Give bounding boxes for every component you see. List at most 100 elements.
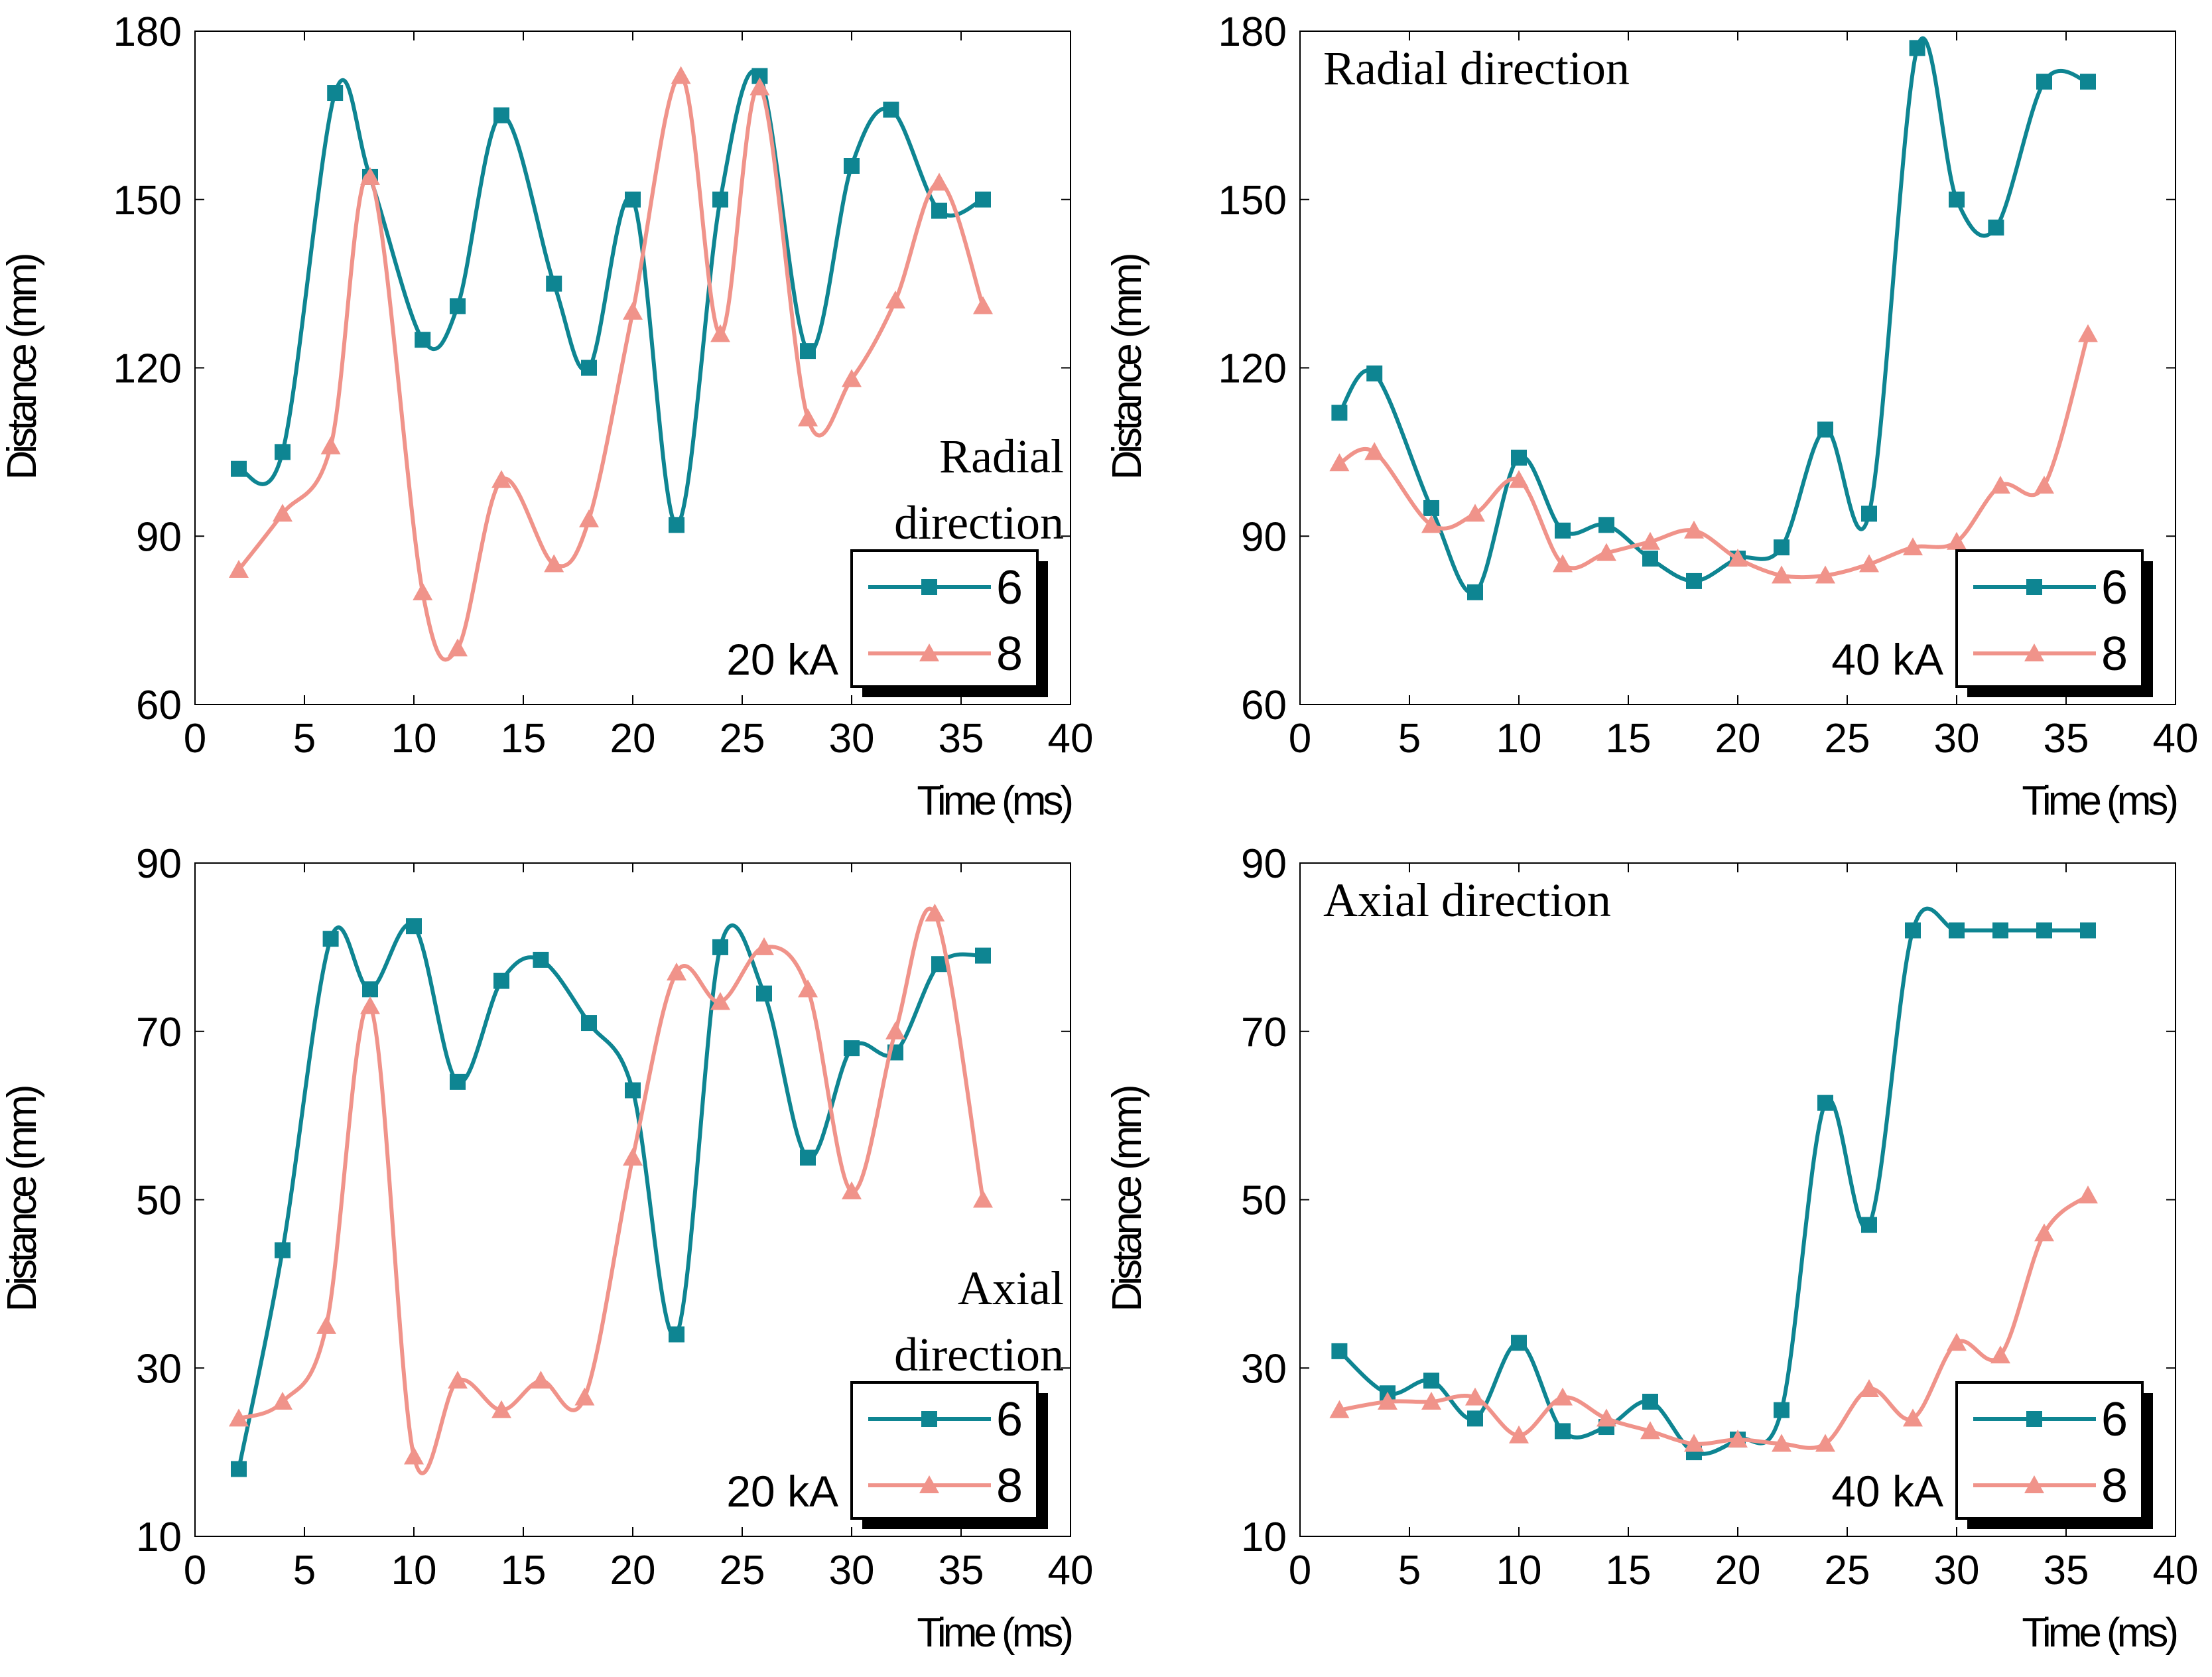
legend-marker-8 — [919, 1475, 939, 1493]
data-point-series-8 — [273, 503, 293, 522]
y-tick-label: 150 — [1218, 178, 1287, 224]
data-point-series-8 — [842, 369, 862, 387]
data-point-series-8 — [1859, 1378, 1879, 1397]
x-tick-label: 40 — [1048, 716, 1094, 762]
data-point-series-8 — [1772, 565, 1791, 584]
legend-box — [850, 1381, 1039, 1520]
y-axis-label: Distance (mm) — [1104, 1087, 1150, 1311]
data-point-series-8 — [798, 408, 818, 427]
x-tick-label: 5 — [293, 716, 316, 762]
x-tick-label: 10 — [391, 716, 437, 762]
y-tick-label: 90 — [136, 514, 182, 560]
legend-marker-8 — [2024, 1475, 2044, 1493]
data-point-series-8 — [1421, 515, 1441, 533]
x-tick-label: 25 — [720, 716, 765, 762]
data-point-series-6 — [362, 981, 378, 998]
y-tick-label: 60 — [1241, 683, 1287, 728]
data-point-series-6 — [1555, 522, 1571, 539]
data-point-series-6 — [883, 101, 899, 118]
x-tick-label: 40 — [1048, 1548, 1094, 1593]
panel-title: Radial direction — [1323, 42, 1630, 95]
panel-title: Axial direction — [1323, 874, 1611, 927]
data-point-series-8 — [623, 301, 643, 320]
data-point-series-8 — [1640, 1421, 1660, 1440]
data-point-series-6 — [1642, 1394, 1658, 1410]
data-point-series-6 — [844, 158, 860, 174]
data-point-series-6 — [1331, 1343, 1348, 1359]
data-point-series-8 — [1947, 531, 1967, 550]
data-point-series-8 — [1990, 1345, 2010, 1364]
data-point-series-8 — [2034, 1223, 2054, 1242]
x-tick-label: 0 — [1289, 1548, 1311, 1593]
data-point-series-6 — [1467, 1410, 1483, 1427]
data-point-series-6 — [1817, 421, 1833, 438]
x-tick-label: 10 — [1496, 1548, 1542, 1593]
legend-label-8: 8 — [2101, 628, 2128, 681]
y-tick-label: 70 — [1241, 1010, 1287, 1055]
legend-label-8: 8 — [2101, 1459, 2128, 1512]
y-tick-label: 60 — [136, 683, 182, 728]
y-tick-label: 90 — [136, 841, 182, 887]
legend-marker-6 — [2026, 579, 2042, 595]
data-point-series-6 — [712, 191, 728, 208]
data-point-series-8 — [1990, 476, 2010, 494]
x-tick-label: 10 — [1496, 716, 1542, 762]
data-point-series-6 — [669, 1326, 684, 1343]
data-point-series-8 — [1553, 554, 1573, 572]
y-tick-label: 90 — [1241, 841, 1287, 887]
x-tick-label: 30 — [1934, 716, 1980, 762]
data-point-series-8 — [1903, 1408, 1923, 1427]
data-point-series-8 — [2034, 476, 2054, 494]
data-point-series-6 — [581, 1015, 597, 1032]
x-tick-label: 35 — [939, 716, 984, 762]
data-point-series-6 — [2080, 922, 2096, 939]
data-point-series-8 — [360, 167, 380, 185]
data-point-series-6 — [1511, 1335, 1527, 1351]
y-tick-label: 50 — [136, 1178, 182, 1224]
data-point-series-6 — [406, 918, 422, 935]
x-tick-label: 25 — [720, 1548, 765, 1593]
data-point-series-6 — [1467, 584, 1483, 600]
data-point-series-6 — [1642, 551, 1658, 567]
legend-marker-6 — [921, 1411, 937, 1427]
data-point-series-8 — [360, 996, 380, 1014]
data-point-series-6 — [1774, 1402, 1789, 1418]
data-point-series-8 — [671, 66, 691, 84]
y-axis-label: Distance (mm) — [0, 255, 45, 480]
x-axis-label: Time (ms) — [2022, 778, 2176, 824]
data-point-series-8 — [1684, 520, 1704, 539]
chart-panel-top-right: 0 5 10 15 20 25 30 35 40 60 90 120 150 180 Time (ms) Di… — [1104, 9, 2198, 824]
x-tick-label: 25 — [1825, 716, 1870, 762]
data-point-series-6 — [1331, 405, 1348, 421]
x-axis-label: Time (ms) — [2022, 1610, 2176, 1656]
data-point-series-8 — [1509, 1425, 1529, 1443]
data-point-series-8 — [229, 560, 249, 578]
x-tick-label: 5 — [1398, 1548, 1421, 1593]
data-point-series-8 — [1364, 442, 1385, 460]
data-point-series-8 — [885, 291, 905, 308]
data-point-series-6 — [669, 517, 684, 533]
data-point-series-8 — [973, 296, 993, 314]
x-tick-label: 0 — [184, 716, 206, 762]
x-tick-label: 30 — [829, 716, 875, 762]
x-tick-label: 0 — [184, 1548, 206, 1593]
data-point-series-8 — [1903, 537, 1923, 556]
data-point-series-8 — [1947, 1333, 1967, 1351]
legend-marker-6 — [2026, 1411, 2042, 1427]
data-point-series-8 — [273, 1392, 293, 1410]
data-point-series-6 — [1511, 449, 1527, 466]
x-tick-label: 35 — [2044, 1548, 2089, 1593]
data-point-series-6 — [231, 1461, 247, 1477]
chart-panel-bottom-right: 0 5 10 15 20 25 30 35 40 10 30 50 70 90 Time (ms) Dista… — [1104, 841, 2198, 1656]
x-tick-label: 15 — [501, 1548, 547, 1593]
data-point-series-6 — [275, 1242, 291, 1258]
legend-label-8: 8 — [996, 1459, 1023, 1512]
legend-box — [850, 549, 1039, 688]
legend-label-6: 6 — [996, 561, 1023, 614]
x-tick-label: 35 — [939, 1548, 984, 1593]
data-point-series-8 — [929, 172, 949, 191]
data-point-series-6 — [756, 985, 772, 1002]
data-point-series-6 — [493, 107, 509, 123]
data-point-series-6 — [1949, 922, 1965, 939]
data-point-series-8 — [2078, 1185, 2098, 1204]
